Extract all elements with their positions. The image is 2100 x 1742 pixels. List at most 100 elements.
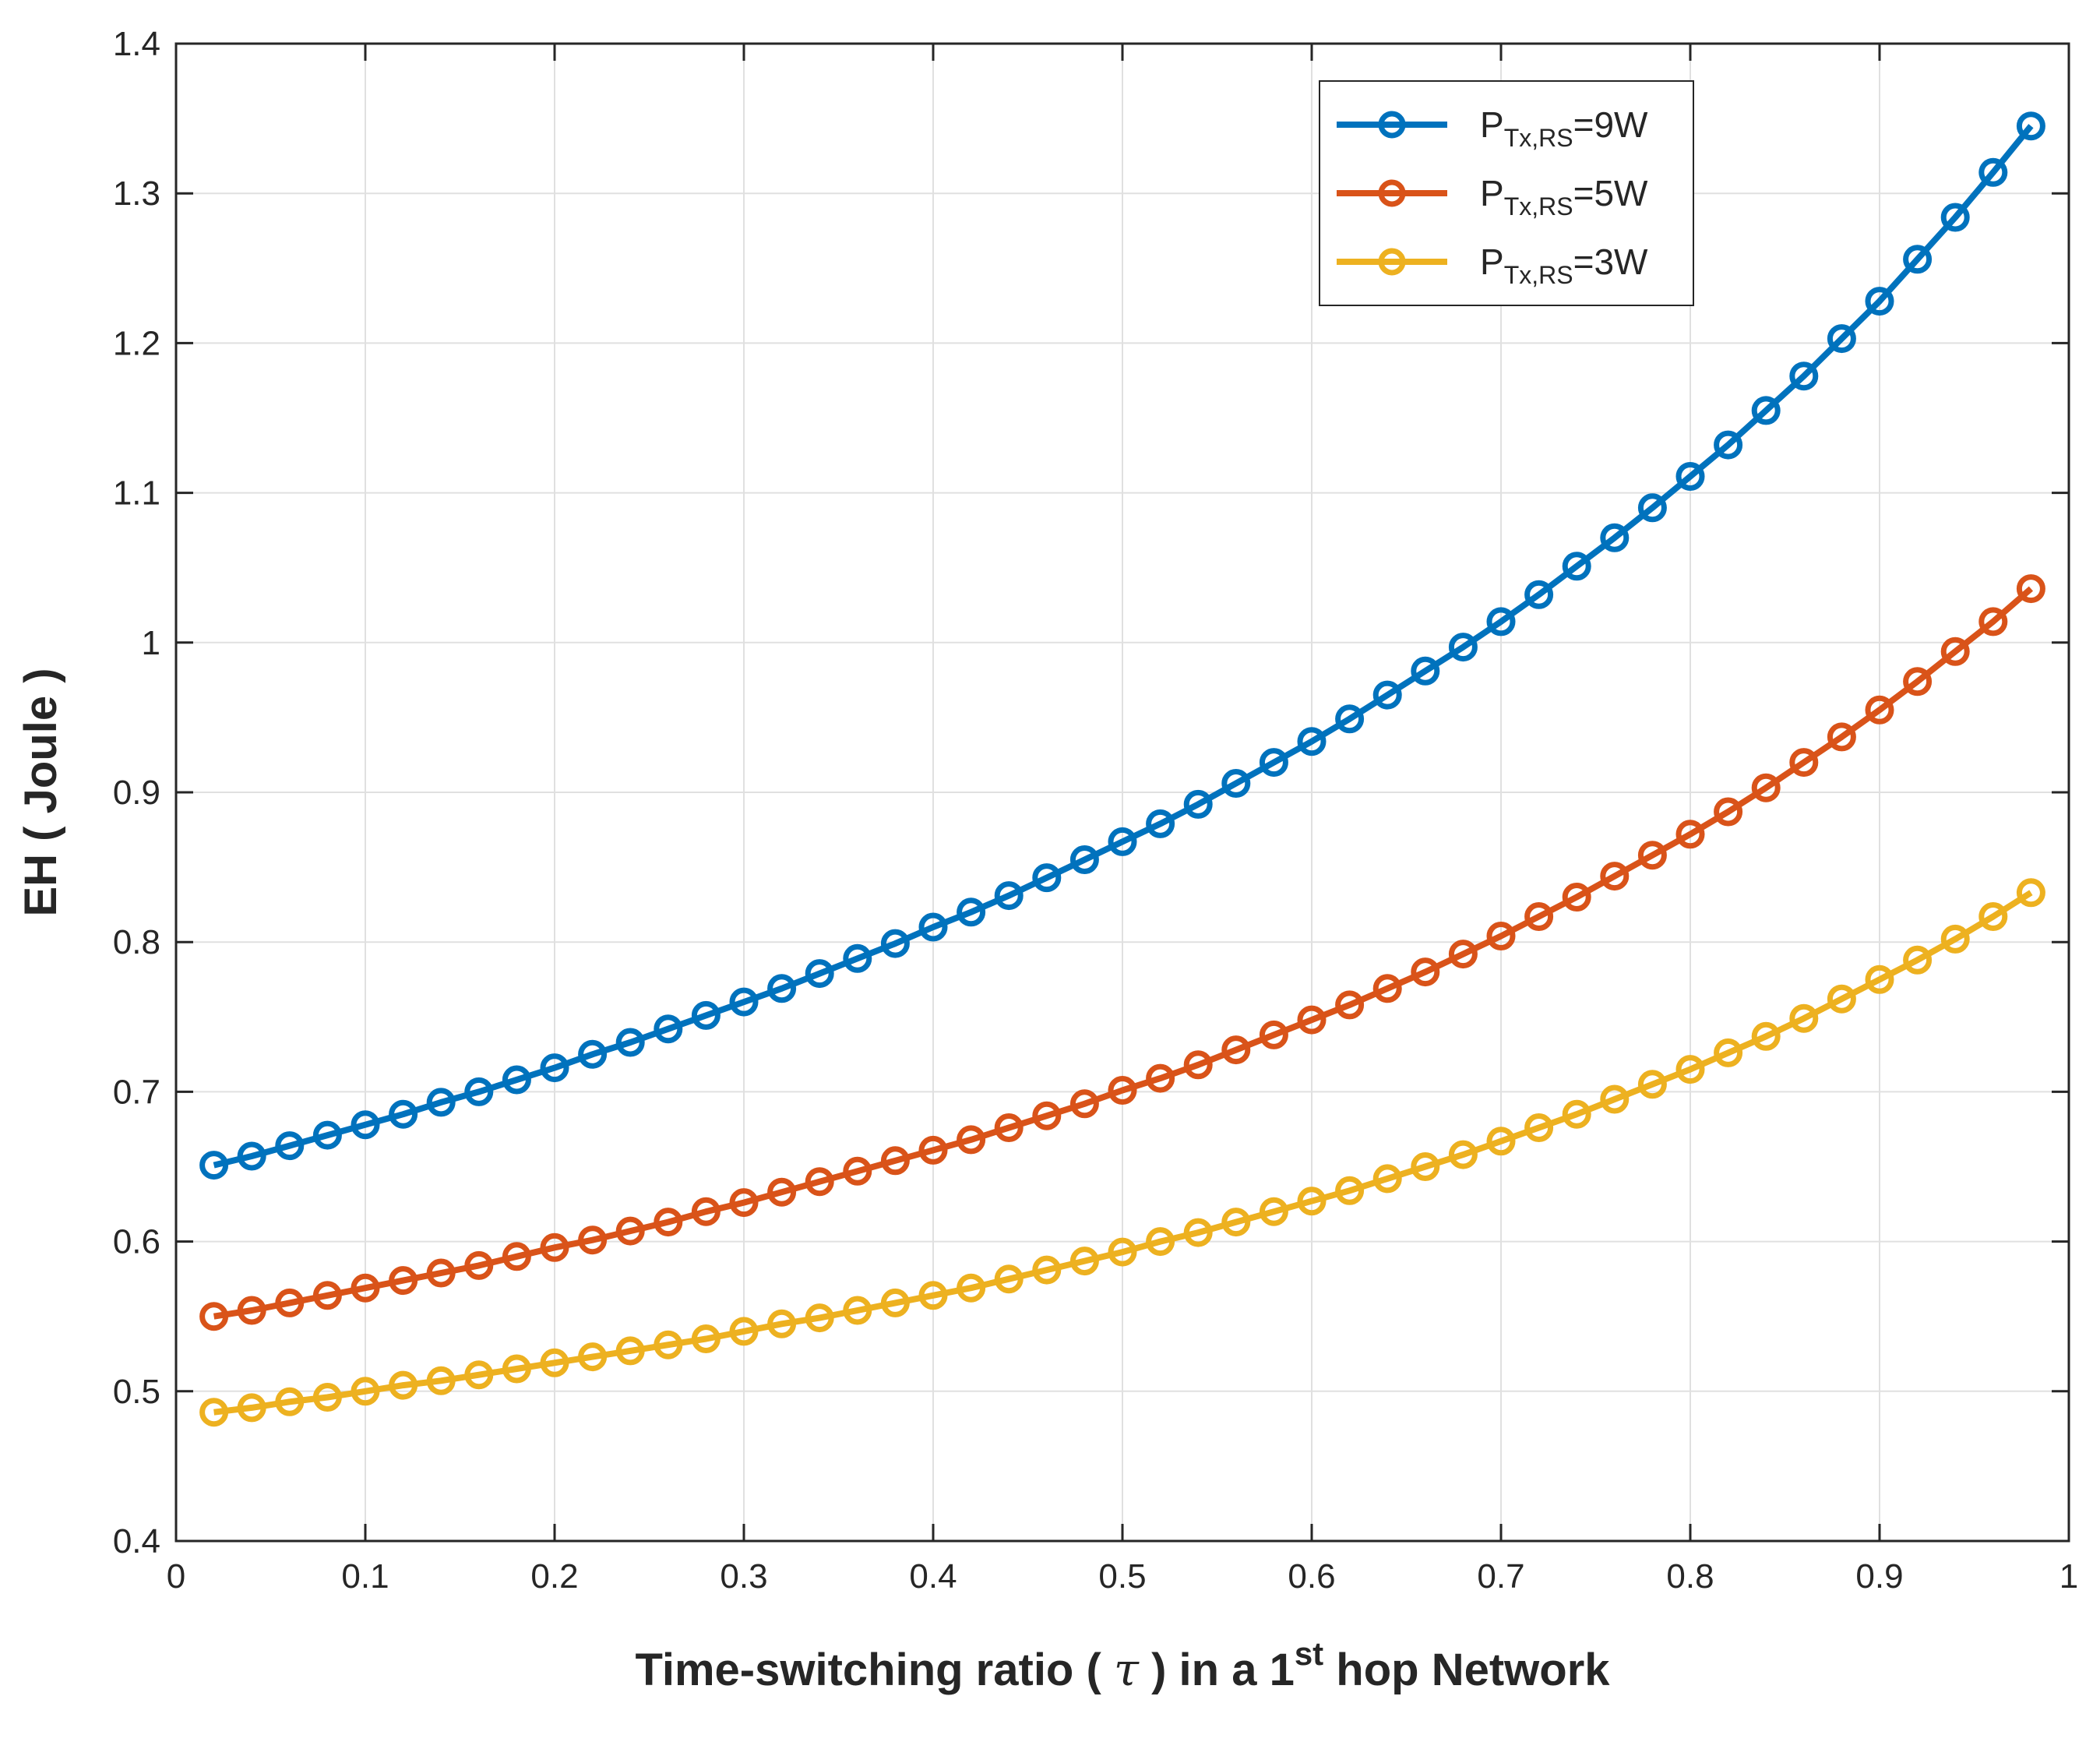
data-point	[918, 912, 948, 942]
legend-marker-icon	[1378, 179, 1406, 207]
data-point	[918, 1135, 948, 1165]
data-point	[767, 1309, 797, 1338]
data-point	[654, 1208, 683, 1237]
data-point	[805, 959, 834, 989]
legend-label: PTx,RS=5W	[1480, 173, 1648, 220]
data-point	[1069, 845, 1099, 874]
x-tick-label: 0.2	[530, 1557, 578, 1596]
data-point	[880, 1146, 910, 1176]
data-point	[1069, 1247, 1099, 1276]
series-line	[213, 890, 2033, 1416]
data-point	[426, 1366, 456, 1395]
data-point	[1448, 633, 1478, 662]
data-point	[1978, 157, 2008, 187]
data-point	[1146, 1063, 1175, 1093]
data-point	[1259, 1020, 1288, 1049]
data-point	[1524, 580, 1554, 609]
data-point	[1335, 704, 1365, 734]
data-point	[1600, 862, 1630, 891]
data-point	[1486, 922, 1516, 950]
x-axis-title-middle: ) in a 1	[1139, 1645, 1295, 1695]
data-point	[843, 1296, 872, 1325]
data-point	[1865, 964, 1894, 994]
x-tick-label: 1	[2059, 1557, 2078, 1596]
y-axis-title: EH ( Joule )	[16, 668, 66, 916]
data-point	[502, 1065, 531, 1095]
y-tick-label: 1	[142, 624, 160, 662]
y-tick-label: 0.8	[113, 923, 160, 961]
data-point	[502, 1242, 531, 1271]
y-tick-label: 0.5	[113, 1373, 160, 1411]
data-point	[275, 1131, 305, 1161]
data-point	[199, 1151, 229, 1180]
data-point	[1032, 863, 1062, 893]
data-point	[1751, 1021, 1781, 1051]
series-1	[199, 574, 2045, 1331]
data-point	[1827, 324, 1856, 354]
data-point	[805, 1303, 834, 1333]
data-point	[957, 897, 986, 927]
y-tick-label: 0.7	[113, 1073, 160, 1111]
data-point	[1940, 636, 1970, 666]
data-point	[2016, 111, 2045, 141]
data-point	[1411, 957, 1440, 987]
data-point	[389, 1266, 418, 1296]
axis-ticks: 0 0.1 0.2 0.3 0.4 0.5 0.6 0.7 0.8 0.9 1 0.4 0.5 0.6 0.…	[113, 25, 2078, 1596]
y-tick-label: 1.2	[113, 324, 160, 362]
data-point	[1675, 820, 1705, 849]
y-tick-label: 1.4	[113, 25, 160, 63]
data-point	[1978, 902, 2008, 931]
data-point	[1372, 680, 1402, 710]
legend-entry: PTx,RS=3W	[1337, 242, 1648, 289]
data-point	[1714, 1038, 1743, 1067]
legend-marker-icon	[1378, 248, 1406, 276]
data-point	[1221, 769, 1251, 798]
data-point	[1562, 552, 1591, 581]
data-point	[1108, 1237, 1137, 1267]
y-tick-label: 0.9	[113, 774, 160, 812]
data-point	[1297, 727, 1327, 756]
data-point	[1448, 1140, 1478, 1169]
data-point	[729, 987, 759, 1017]
data-point	[1411, 656, 1440, 686]
data-point	[1183, 1050, 1213, 1080]
x-axis-title-superscript: st	[1295, 1635, 1323, 1672]
data-point	[918, 1281, 948, 1310]
data-point	[1940, 203, 1970, 232]
data-point	[1524, 1113, 1554, 1142]
data-point	[1865, 695, 1894, 725]
data-point	[199, 1398, 229, 1427]
data-point	[691, 1197, 721, 1226]
data-point	[1221, 1035, 1251, 1065]
data-point	[578, 1225, 608, 1255]
data-point	[1146, 1227, 1175, 1257]
data-point	[805, 1167, 834, 1197]
data-point	[312, 1120, 342, 1150]
data-point	[578, 1342, 608, 1372]
data-point	[1183, 789, 1213, 819]
legend-label: PTx,RS=3W	[1480, 242, 1648, 289]
data-point	[1335, 1176, 1365, 1205]
data-point	[237, 1296, 266, 1325]
data-point	[2016, 878, 2045, 908]
data-point	[1411, 1152, 1440, 1181]
data-point	[389, 1099, 418, 1129]
data-point	[351, 1273, 380, 1303]
data-point	[1903, 245, 1933, 274]
series-0	[199, 111, 2045, 1180]
data-point	[1069, 1089, 1099, 1119]
legend: PTx,RS=9W PTx,RS=5W PTx,RS=3W	[1319, 80, 1694, 306]
data-point	[1637, 841, 1667, 870]
x-tick-label: 0.9	[1855, 1557, 1903, 1596]
data-point	[1032, 1101, 1062, 1130]
x-tick-label: 0.1	[341, 1557, 389, 1596]
data-point	[615, 1336, 645, 1366]
x-axis-title-symbol: τ	[1114, 1643, 1140, 1696]
data-point	[1372, 1164, 1402, 1194]
legend-entry: PTx,RS=9W	[1337, 104, 1648, 152]
data-point	[1562, 1099, 1591, 1129]
data-point	[312, 1383, 342, 1412]
data-point	[389, 1370, 418, 1400]
data-point	[1789, 748, 1819, 778]
data-point	[199, 1302, 229, 1331]
